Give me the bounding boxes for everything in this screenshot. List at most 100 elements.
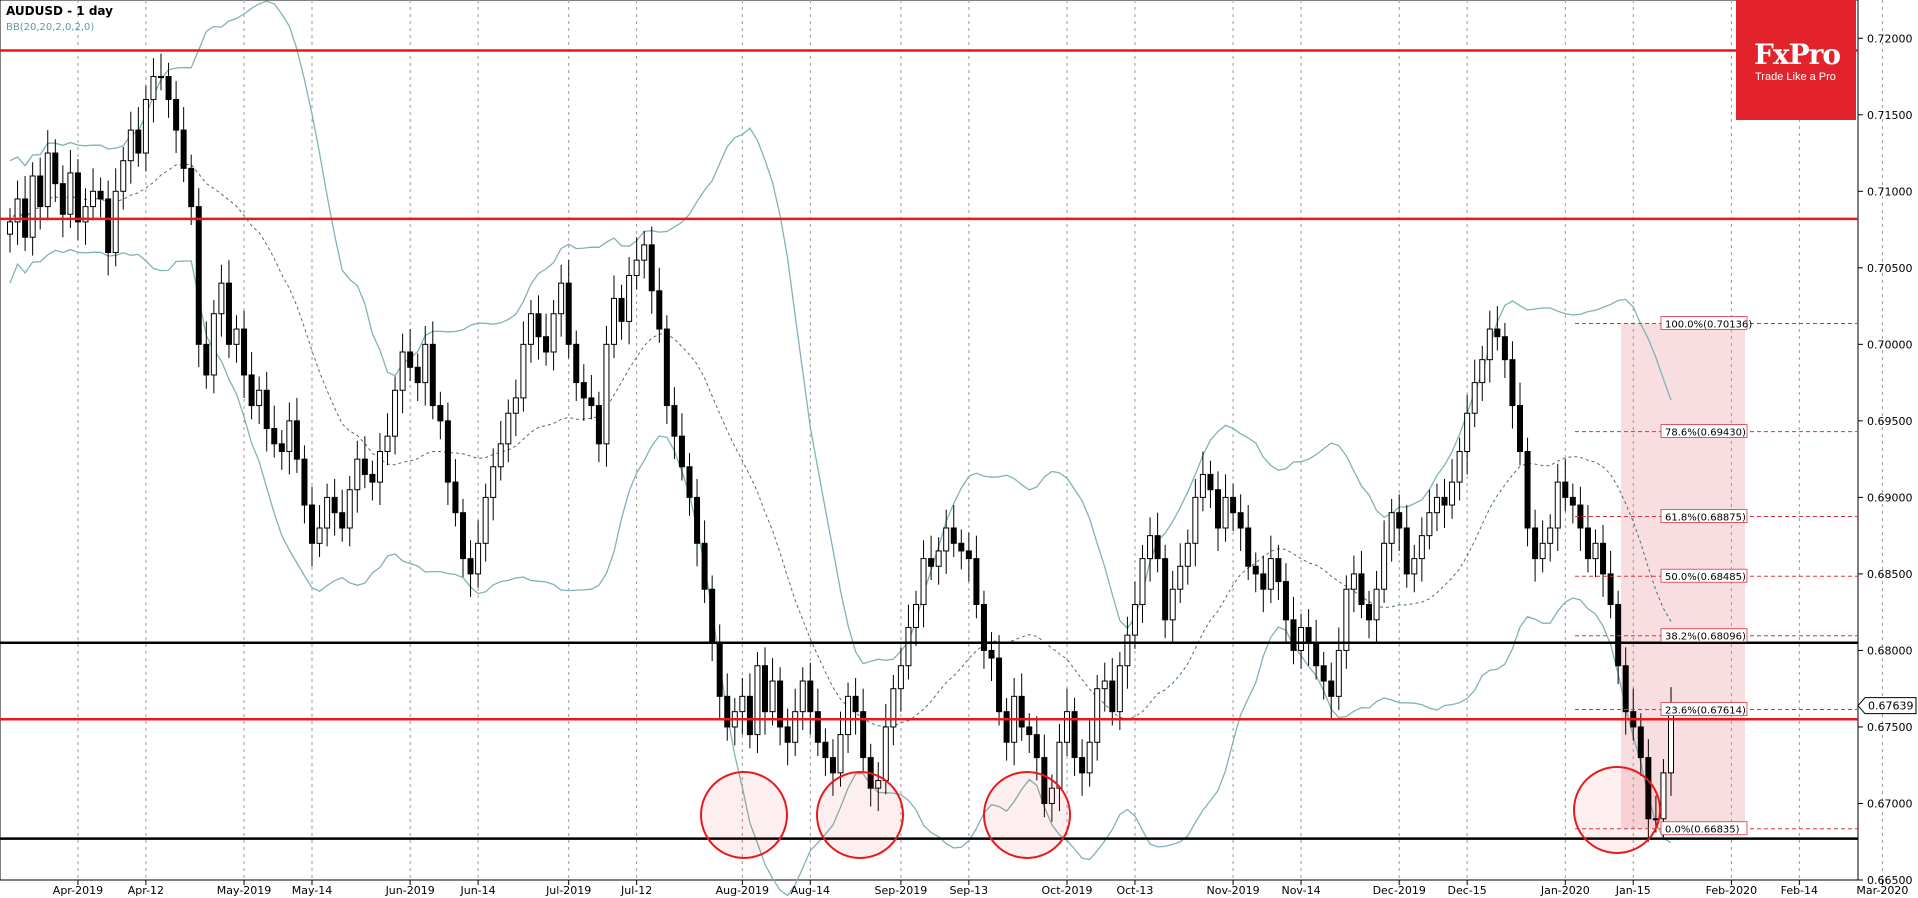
candle-bear <box>928 558 935 567</box>
candle-bull <box>1464 412 1471 452</box>
candle-bear <box>1645 757 1652 820</box>
candle-bull <box>1169 588 1176 621</box>
fib-label-box <box>1660 568 1748 583</box>
candle-bear <box>1532 527 1539 560</box>
candle-bear <box>97 190 104 200</box>
candle-bear <box>724 695 731 728</box>
candle-bear <box>301 458 308 506</box>
highlight-circle <box>1573 766 1661 854</box>
candle-bull <box>890 688 897 728</box>
x-tick-label: Dec-2019 <box>1373 884 1426 897</box>
candle-bear <box>1230 496 1237 514</box>
candle-bull <box>1139 558 1146 606</box>
candle-bull <box>603 343 610 445</box>
candle-bull <box>527 313 534 345</box>
candle-bear <box>694 496 701 544</box>
candle-bear <box>762 665 768 713</box>
y-tick-label: 0.71000 <box>1867 185 1913 198</box>
candle-bull <box>1094 688 1101 743</box>
horizontal-levels <box>0 49 1858 840</box>
candle-bear <box>565 282 572 345</box>
bb-middle <box>9 163 1672 728</box>
candle-bear <box>165 76 172 100</box>
current-price-marker: 0.67639 <box>1857 697 1917 715</box>
candle-bear <box>573 343 580 384</box>
fibonacci-levels: 100.0%(0.70136) 78.6%(0.69430) 61.8%(0.688… <box>1575 316 1858 836</box>
x-tick-label: Feb-14 <box>1781 884 1818 897</box>
candle-bull <box>44 152 51 208</box>
candle-bear <box>1290 619 1297 651</box>
fib-label-box <box>1660 509 1748 523</box>
candle-bear <box>361 458 368 475</box>
fib-label: 38.2%(0.68096) <box>1665 632 1746 643</box>
fib-label: 23.6%(0.67614) <box>1665 706 1746 717</box>
highlight-circle <box>700 771 788 859</box>
symbol-title: AUDUSD - 1 day <box>6 4 113 18</box>
candle-bull <box>792 711 799 743</box>
candle-bull <box>1222 496 1229 529</box>
candle-bear <box>452 481 459 514</box>
candle-bear <box>263 389 270 430</box>
y-tick-label: 0.66500 <box>1867 874 1913 887</box>
candle-bull <box>1486 328 1493 361</box>
current-price-label: 0.67639 <box>1868 700 1914 713</box>
candle-bull <box>512 397 519 414</box>
logo-name: FxPro <box>1754 38 1841 71</box>
y-tick-label: 0.70500 <box>1867 262 1913 275</box>
candle-bull <box>739 695 746 713</box>
candle-bear <box>225 282 232 345</box>
candle-bull <box>905 626 912 667</box>
candle-bull <box>845 695 852 736</box>
candle-bear <box>1237 512 1244 529</box>
candle-bear <box>618 297 625 322</box>
candle-bear <box>1524 450 1531 529</box>
candle-bear <box>814 711 821 743</box>
candle-bull <box>1184 542 1191 567</box>
candle-bear <box>1018 695 1025 728</box>
candle-bull <box>7 221 13 235</box>
candle-bull <box>1298 626 1305 651</box>
fib-label: 50.0%(0.68485) <box>1665 572 1746 583</box>
candle-bear <box>248 374 255 407</box>
candle-bull <box>520 343 527 399</box>
candle-bear <box>271 428 278 445</box>
x-tick-label: Dec-15 <box>1448 884 1487 897</box>
candle-bull <box>1267 558 1274 590</box>
candle-bull <box>1547 527 1554 544</box>
candle-bull <box>1373 588 1380 621</box>
x-tick-label: Feb-2020 <box>1706 884 1757 897</box>
bollinger-bands <box>9 0 1672 897</box>
candle-bear <box>203 343 210 376</box>
candle-bear <box>1320 665 1327 682</box>
x-axis: Apr-2019 Apr-12 May-2019 May-14 Jun-2019 Jun-… <box>53 880 1908 897</box>
candle-bull <box>158 76 164 79</box>
candle-bear <box>686 466 693 498</box>
y-axis: 0.72000 0.71500 0.71000 0.70500 0.70000 0.695… <box>1858 32 1913 887</box>
highlight-circle <box>983 771 1071 859</box>
candle-bear <box>105 198 112 254</box>
candle-bull <box>354 458 361 491</box>
candle-bear <box>1154 535 1161 560</box>
candle-bull <box>1411 558 1418 575</box>
candle-bull <box>550 313 557 353</box>
candle-bear <box>180 129 187 169</box>
x-tick-label: Apr-2019 <box>53 884 103 897</box>
candle-bear <box>656 290 663 330</box>
candle-bear <box>444 420 451 483</box>
fib-label-box <box>1660 628 1748 643</box>
x-tick-label: Aug-14 <box>791 884 830 897</box>
candle-bear <box>1396 512 1403 529</box>
candle-bear <box>1275 558 1282 583</box>
candle-bull <box>913 604 919 628</box>
candle-bull <box>1343 588 1350 651</box>
candle-bear <box>1252 565 1259 575</box>
fib-label-box <box>1660 821 1748 836</box>
candle-bull <box>29 175 36 238</box>
candle-bear <box>701 542 708 590</box>
candle-bull <box>1388 512 1395 544</box>
candle-bear <box>822 741 829 759</box>
candle-bull <box>324 496 331 529</box>
fib-label-box <box>1660 316 1748 330</box>
candle-bear <box>663 328 670 407</box>
candle-bull <box>142 98 149 154</box>
